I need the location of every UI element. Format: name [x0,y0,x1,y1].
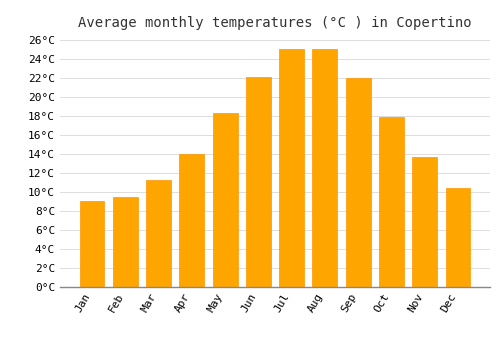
Bar [212,113,238,287]
Bar [312,49,338,287]
Bar [180,154,204,287]
Bar [146,180,171,287]
Bar [346,78,370,287]
Bar [80,201,104,287]
Bar [446,188,470,287]
Bar [113,197,138,287]
Bar [412,157,437,287]
Bar [279,49,304,287]
Title: Average monthly temperatures (°C ) in Copertino: Average monthly temperatures (°C ) in Co… [78,16,472,30]
Bar [379,117,404,287]
Bar [246,77,271,287]
